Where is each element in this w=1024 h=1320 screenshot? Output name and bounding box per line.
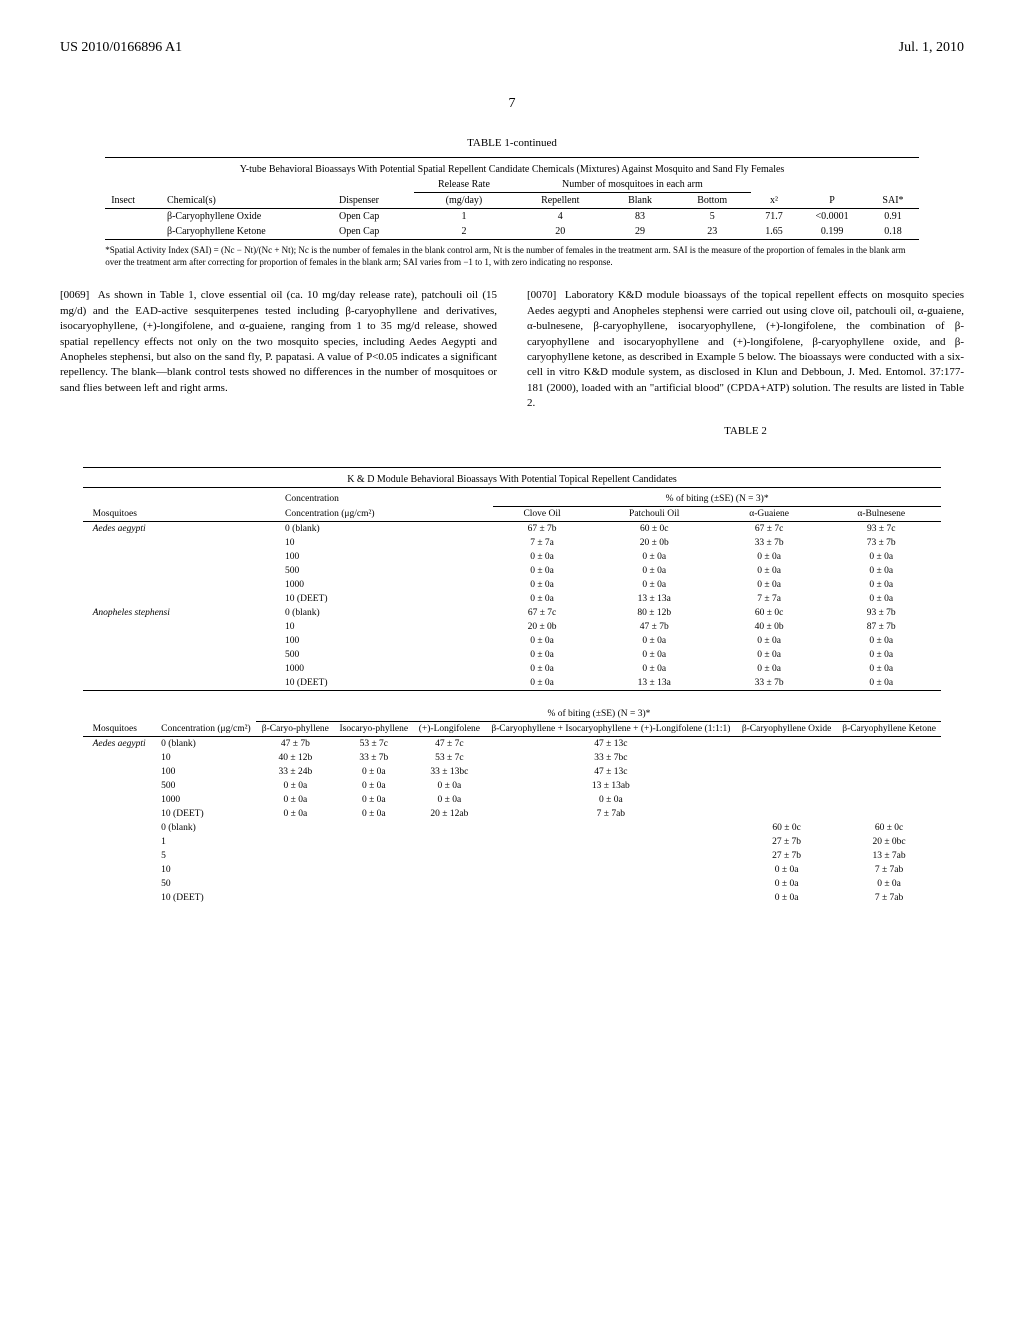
table-row: 127 ± 7b20 ± 0bc bbox=[83, 835, 942, 849]
right-column: [0070] Laboratory K&D module bioassays o… bbox=[527, 288, 964, 447]
table-row: 10 (DEET)0 ± 0a0 ± 0a20 ± 12ab7 ± 7ab bbox=[83, 807, 942, 821]
table-row: Aedes aegypti0 (blank)67 ± 7b60 ± 0c67 ±… bbox=[83, 521, 942, 536]
table-row: 1040 ± 12b33 ± 7b53 ± 7c33 ± 7bc bbox=[83, 751, 942, 765]
table-row: 100 ± 0a7 ± 7ab bbox=[83, 863, 942, 877]
table2-caption: K & D Module Behavioral Bioassays With P… bbox=[83, 472, 942, 488]
para-number: [0070] bbox=[527, 289, 556, 301]
left-column: [0069] As shown in Table 1, clove essent… bbox=[60, 288, 497, 447]
table-row: 5000 ± 0a0 ± 0a0 ± 0a0 ± 0a bbox=[83, 648, 942, 662]
para-number: [0069] bbox=[60, 289, 89, 301]
table-row: 10000 ± 0a0 ± 0a0 ± 0a0 ± 0a bbox=[83, 793, 942, 807]
table1-title: TABLE 1-continued bbox=[60, 137, 964, 149]
table1-caption: Y-tube Behavioral Bioassays With Potenti… bbox=[105, 162, 919, 177]
table-row: 107 ± 7a20 ± 0b33 ± 7b73 ± 7b bbox=[83, 536, 942, 550]
table-row: 5000 ± 0a0 ± 0a0 ± 0a13 ± 13ab bbox=[83, 779, 942, 793]
para-text: As shown in Table 1, clove essential oil… bbox=[60, 289, 497, 393]
table2b-header-row: Mosquitoes Concentration (μg/cm²) β-Cary… bbox=[83, 721, 942, 736]
table-row: 0 (blank)60 ± 0c60 ± 0c bbox=[83, 821, 942, 835]
table2a-header-row: Mosquitoes Concentration (μg/cm²) Clove … bbox=[83, 506, 942, 521]
table2-part-b: % of biting (±SE) (N = 3)* Mosquitoes Co… bbox=[83, 707, 942, 905]
table-row: β-Caryophyllene Oxide Open Cap 1 4 83 5 … bbox=[105, 209, 919, 225]
table-row: 527 ± 7b13 ± 7ab bbox=[83, 849, 942, 863]
table-row: β-Caryophyllene Ketone Open Cap 2 20 29 … bbox=[105, 224, 919, 240]
table2-title: TABLE 2 bbox=[527, 424, 964, 439]
table-row: 10000 ± 0a0 ± 0a0 ± 0a0 ± 0a bbox=[83, 662, 942, 676]
table-row: Aedes aegypti0 (blank)47 ± 7b53 ± 7c47 ±… bbox=[83, 736, 942, 751]
table-row: 500 ± 0a0 ± 0a bbox=[83, 877, 942, 891]
para-text: Laboratory K&D module bioassays of the t… bbox=[527, 289, 964, 409]
table-row: 1020 ± 0b47 ± 7b40 ± 0b87 ± 7b bbox=[83, 620, 942, 634]
table-row: 1000 ± 0a0 ± 0a0 ± 0a0 ± 0a bbox=[83, 634, 942, 648]
table1-header-row: Insect Chemical(s) Dispenser (mg/day) Re… bbox=[105, 193, 919, 209]
table-row: 10 (DEET)0 ± 0a13 ± 13a33 ± 7b0 ± 0a bbox=[83, 676, 942, 691]
page-number: 7 bbox=[60, 96, 964, 112]
table2-part-a: K & D Module Behavioral Bioassays With P… bbox=[83, 467, 942, 695]
table-row: 10 (DEET)0 ± 0a7 ± 7ab bbox=[83, 891, 942, 905]
body-text: [0069] As shown in Table 1, clove essent… bbox=[60, 288, 964, 447]
publication-date: Jul. 1, 2010 bbox=[899, 40, 964, 56]
table1-footnote: *Spatial Activity Index (SAI) = (Nc − Nt… bbox=[105, 245, 919, 268]
table-row: 10000 ± 0a0 ± 0a0 ± 0a0 ± 0a bbox=[83, 578, 942, 592]
table-row: Anopheles stephensi0 (blank)67 ± 7c80 ± … bbox=[83, 606, 942, 620]
table-row: 1000 ± 0a0 ± 0a0 ± 0a0 ± 0a bbox=[83, 550, 942, 564]
table-row: 10 (DEET)0 ± 0a13 ± 13a7 ± 7a0 ± 0a bbox=[83, 592, 942, 606]
publication-number: US 2010/0166896 A1 bbox=[60, 40, 182, 56]
table-row: 10033 ± 24b0 ± 0a33 ± 13bc47 ± 13c bbox=[83, 765, 942, 779]
table1: Y-tube Behavioral Bioassays With Potenti… bbox=[105, 157, 919, 240]
page-header: US 2010/0166896 A1 Jul. 1, 2010 bbox=[60, 40, 964, 56]
table-row: 5000 ± 0a0 ± 0a0 ± 0a0 ± 0a bbox=[83, 564, 942, 578]
